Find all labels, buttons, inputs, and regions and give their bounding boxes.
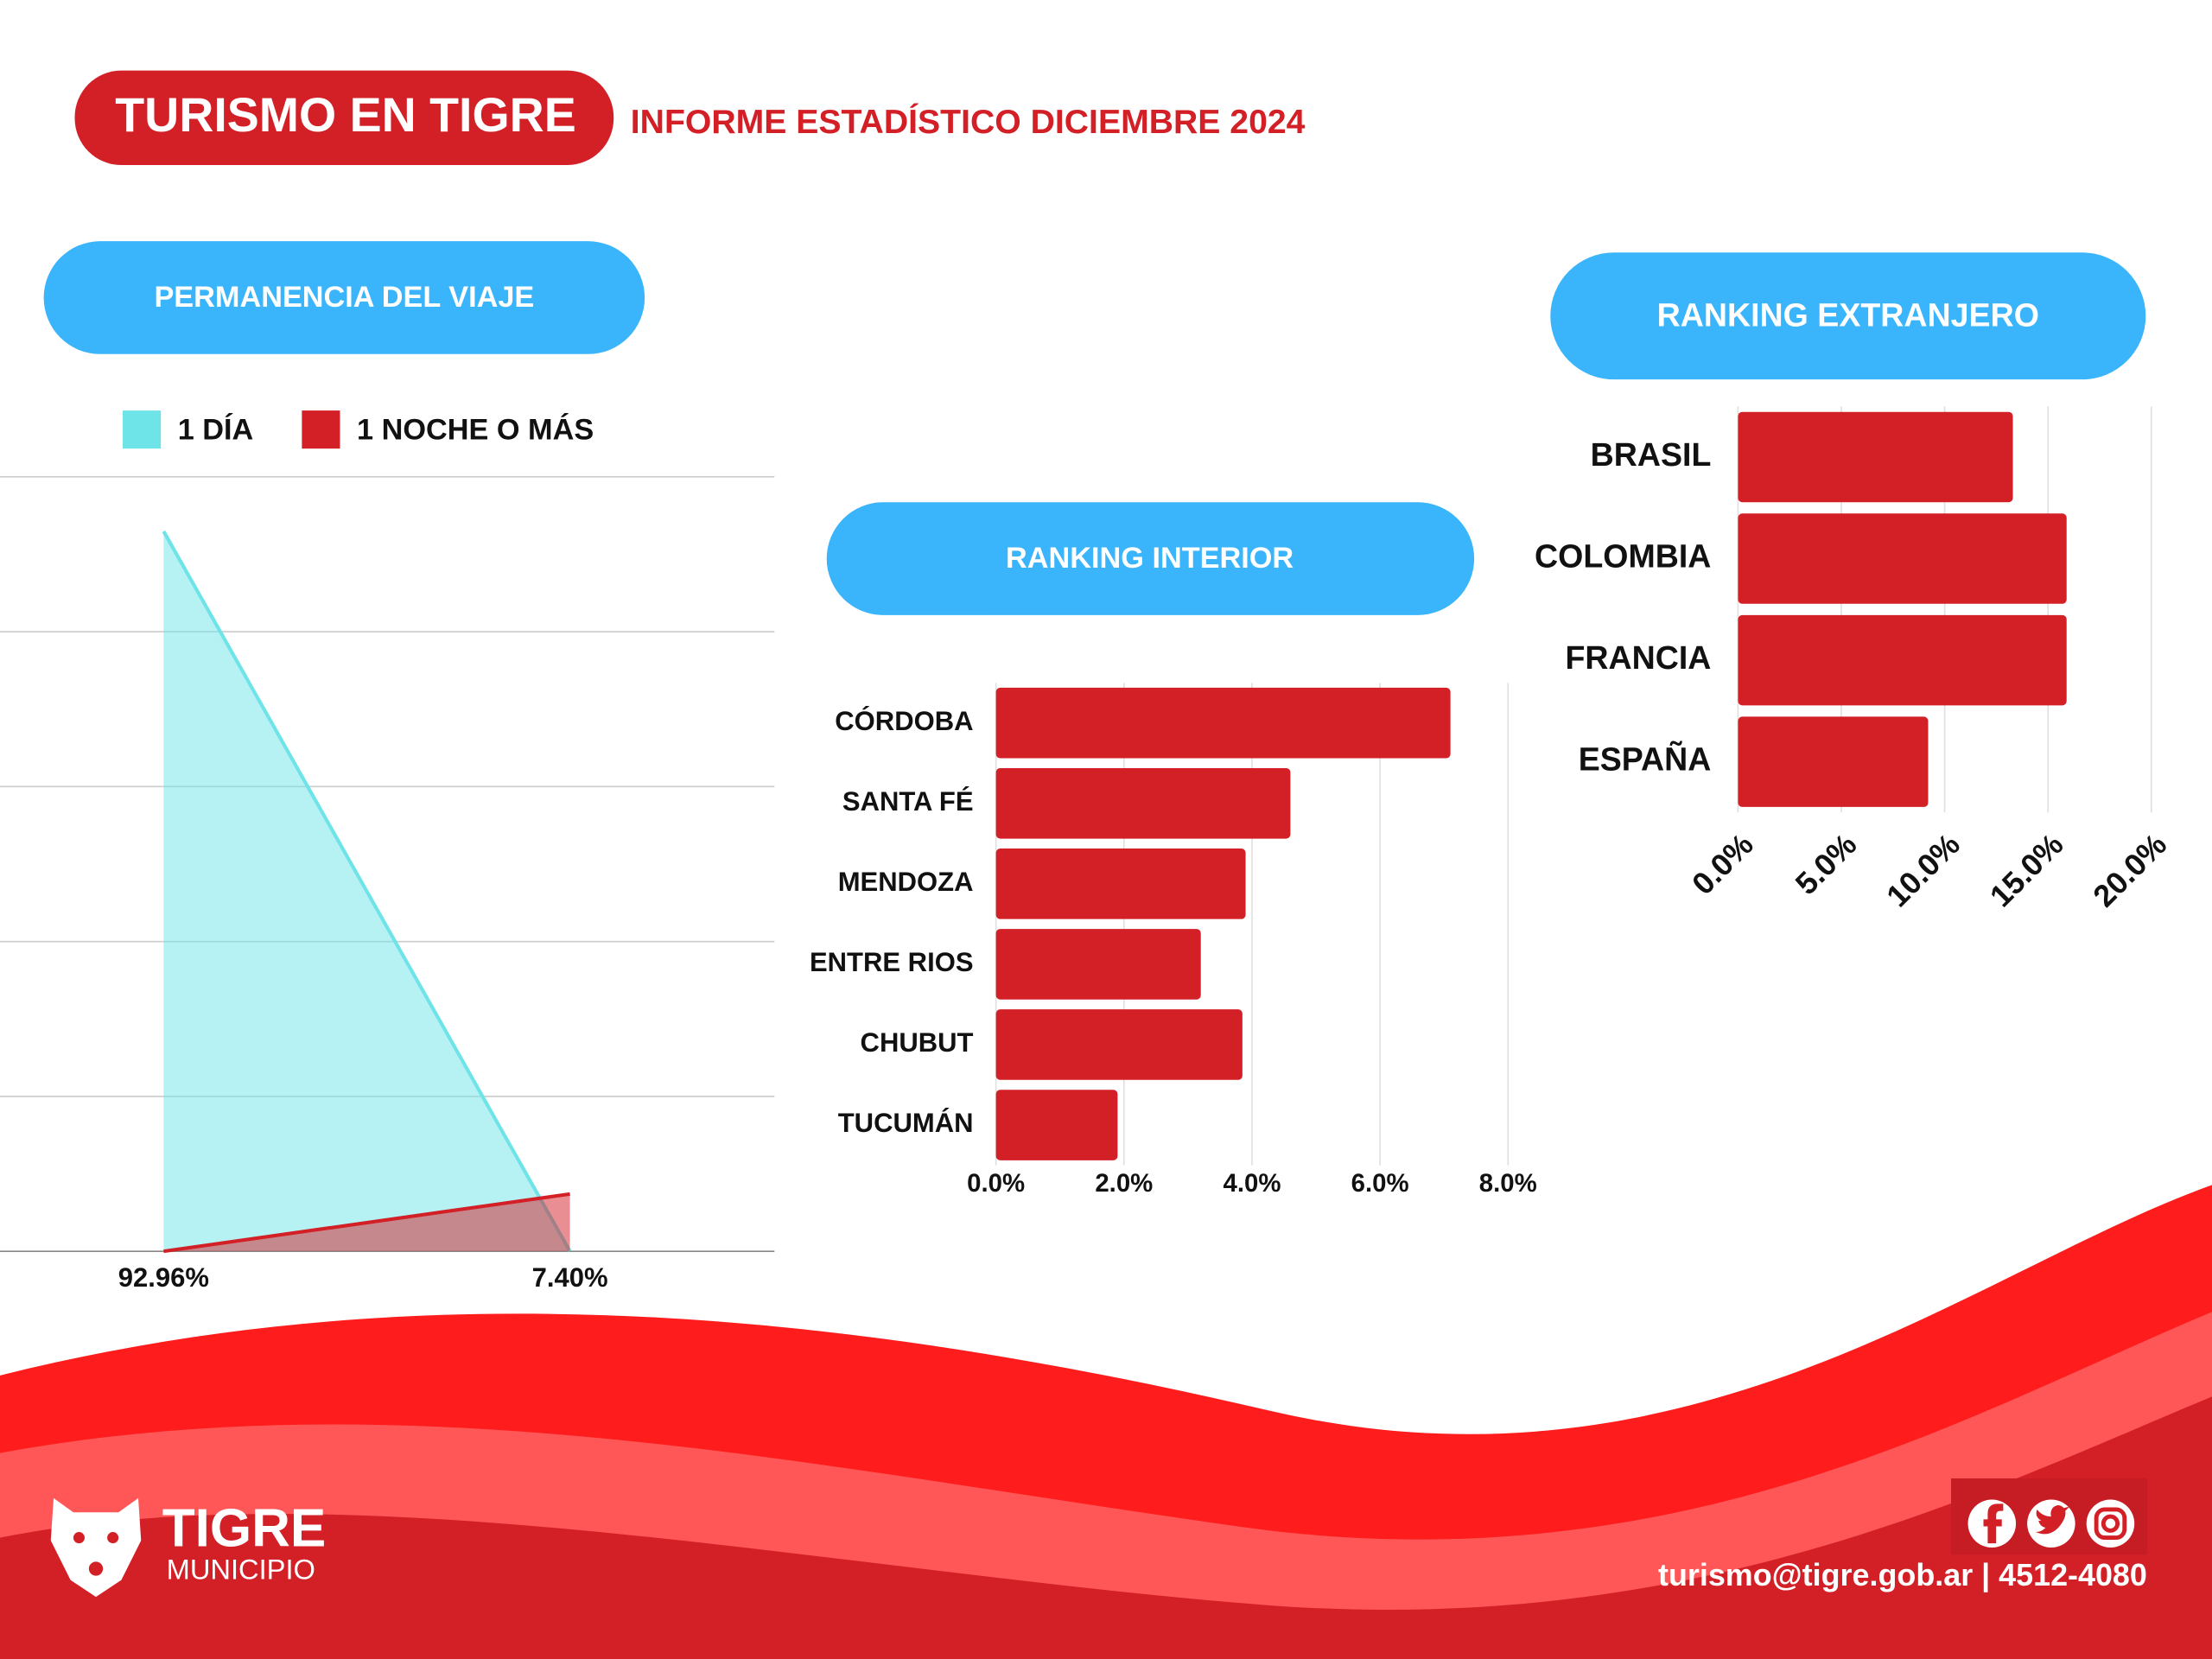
y-tick-label: TUCUMÁN [838, 1108, 974, 1138]
chart-title-pill [826, 502, 1475, 615]
y-tick-label: COLOMBIA [1535, 537, 1711, 574]
bar [1738, 614, 2067, 706]
bar [1738, 716, 1929, 807]
x-tick-label: 92.96% [118, 1262, 209, 1293]
x-tick-label: 2.0% [1095, 1169, 1153, 1198]
footer-brand-sub: MUNICIPIO [167, 1553, 315, 1585]
x-tick-label: 8.0% [1479, 1169, 1537, 1198]
header-subtitle: INFORME ESTADÍSTICO DICIEMBRE 2024 [631, 103, 1306, 141]
x-tick-label: 7.40% [532, 1262, 608, 1293]
instagram-glyph [2101, 1514, 2120, 1533]
x-tick-label: 0.0% [967, 1169, 1025, 1198]
y-tick-label: FRANCIA [1565, 639, 1711, 676]
bar [1738, 411, 2013, 503]
bar [995, 929, 1201, 1000]
chart-title-pill [43, 241, 645, 354]
header-pill [74, 70, 614, 166]
footer-contact: turismo@tigre.gob.ar | 4512-4080 [1658, 1557, 2147, 1592]
bar [995, 849, 1246, 919]
y-tick-label: CHUBUT [861, 1027, 974, 1058]
twitter-glyph [2035, 1505, 2070, 1535]
bar [995, 767, 1291, 839]
y-tick-label: BRASIL [1591, 436, 1712, 473]
bar [995, 687, 1451, 759]
line [162, 530, 572, 1253]
bar [995, 1090, 1118, 1160]
area [163, 531, 570, 1252]
facebook-glyph [1983, 1503, 2004, 1544]
header-title: TURISMO EN TIGRE [115, 88, 575, 142]
chart-title-pill [1550, 252, 2146, 380]
chart-title: RANKING EXTRANJERO [1657, 296, 2039, 333]
legend-label: 1 DÍA [178, 412, 254, 447]
bar [995, 1009, 1243, 1080]
area [163, 1193, 570, 1252]
chart-title: PERMANENCIA DEL VIAJE [154, 281, 534, 314]
y-tick-label: CÓRDOBA [835, 705, 973, 736]
footer-wave [0, 1396, 2212, 1659]
instagram-icon[interactable] [2086, 1499, 2135, 1548]
x-tick-label: 6.0% [1351, 1169, 1409, 1198]
y-tick-label: MENDOZA [838, 867, 974, 897]
instagram-glyph [2094, 1507, 2127, 1541]
y-tick-label: ESPAÑA [1579, 741, 1712, 778]
footer-brand: TIGRE [162, 1498, 327, 1558]
legend-swatch [302, 410, 340, 449]
x-tick-label: 4.0% [1223, 1169, 1281, 1198]
legend-swatch [123, 410, 162, 449]
y-tick-label: ENTRE RIOS [810, 947, 974, 977]
logo [50, 1497, 142, 1598]
chart-title: RANKING INTERIOR [1006, 542, 1294, 575]
y-tick-label: SANTA FÉ [842, 786, 974, 817]
bar [1738, 513, 2067, 604]
legend-label: 1 NOCHE O MÁS [357, 412, 594, 447]
line [163, 1192, 570, 1254]
